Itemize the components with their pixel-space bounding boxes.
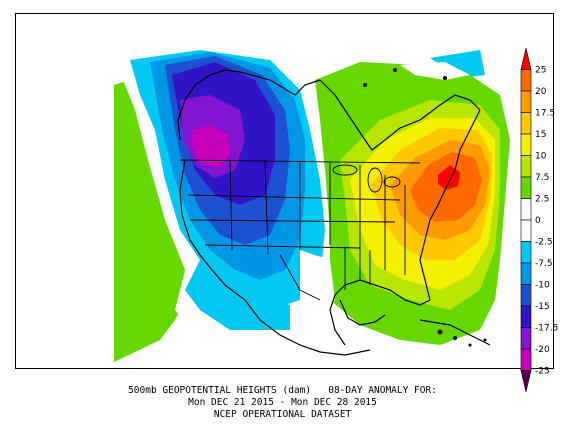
colorbar-bin xyxy=(520,198,532,221)
colorbar-tick-label: 15 xyxy=(535,130,546,140)
caption-line-dates: Mon DEC 21 2015 - Mon DEC 28 2015 xyxy=(188,397,377,408)
colorbar-tick-label: -20 xyxy=(535,345,550,355)
lakes xyxy=(332,164,401,193)
colorbar-bin xyxy=(520,176,532,199)
colorbar-tick-label: 2.5 xyxy=(535,195,549,205)
colorbar-bin xyxy=(520,284,532,307)
islands xyxy=(363,68,487,347)
colorbar-bin xyxy=(520,219,532,242)
colorbar-bin xyxy=(520,327,532,350)
colorbar-tick-label: 7.5 xyxy=(535,173,549,183)
colorbar: 25 20 17.5 15 10 7.5 2.5 0 -2.5 -7.5 -10 -15 -17.5 -2… xyxy=(520,47,558,393)
colorbar-bin xyxy=(520,348,532,371)
colorbar-bin xyxy=(520,90,532,113)
colorbar-tick-label: -10 xyxy=(535,281,550,291)
anomaly-shading xyxy=(114,50,510,362)
colorbar-tick-label: -7.5 xyxy=(535,259,553,269)
colorbar-tick-label: 20 xyxy=(535,87,547,97)
colorbar-bin xyxy=(520,112,532,135)
colorbar-tick-label: -25 xyxy=(535,367,550,377)
colorbar-bin xyxy=(520,133,532,156)
colorbar-tick-label: 10 xyxy=(535,152,547,162)
colorbar-tick-label: 17.5 xyxy=(535,109,555,119)
colorbar-bin xyxy=(520,155,532,178)
state-borders xyxy=(179,159,421,301)
colorbar-bin xyxy=(520,262,532,285)
colorbar-bin xyxy=(520,370,532,393)
caption-line-dataset: NCEP OPERATIONAL DATASET xyxy=(213,409,352,420)
colorbar-tick-label: -2.5 xyxy=(535,238,553,248)
colorbar-bin xyxy=(520,241,532,264)
colorbar-bin xyxy=(520,69,532,92)
caption-line-title: 500mb GEOPOTENTIAL HEIGHTS (dam) 08-DAY … xyxy=(128,385,437,396)
colorbar-tick-label: 0 xyxy=(535,216,541,226)
colorbar-tick-label: -17.5 xyxy=(535,324,558,334)
colorbar-tick-label: -15 xyxy=(535,302,550,312)
colorbar-tick-label: 25 xyxy=(535,66,546,76)
colorbar-bin xyxy=(520,305,532,328)
map-caption: 500mb GEOPOTENTIAL HEIGHTS (dam) 08-DAY … xyxy=(0,385,565,421)
colorbar-bin xyxy=(520,47,532,70)
